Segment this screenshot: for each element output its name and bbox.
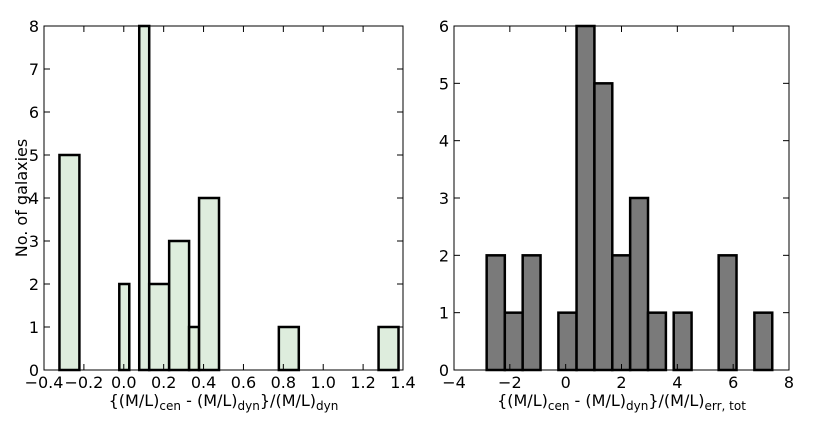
- y-tick-label: 4: [29, 189, 39, 208]
- y-tick-label: 6: [439, 17, 449, 36]
- y-tick-label: 5: [439, 74, 449, 93]
- histogram-bar: [187, 325, 201, 372]
- y-tick-label: 2: [29, 275, 39, 294]
- y-tick-label: 2: [439, 246, 449, 265]
- x-tick-label: 1.4: [390, 373, 415, 392]
- histogram-bar: [672, 311, 693, 372]
- x-tick-label: 0.4: [191, 373, 216, 392]
- histogram-bar: [557, 311, 578, 372]
- y-tick-label: 6: [29, 103, 39, 122]
- x-tick-label: −0.2: [64, 373, 103, 392]
- x-tick-label: 0.2: [151, 373, 176, 392]
- histogram-bar: [485, 254, 507, 372]
- histogram-bar: [593, 82, 614, 372]
- histogram-bar: [646, 311, 668, 372]
- histogram-bar: [197, 196, 221, 372]
- x-axis-label: {(M/L)cen - (M/L)dyn}/(M/L)err, tot: [497, 391, 746, 413]
- x-tick-label: 4: [672, 373, 682, 392]
- x-tick-label: 0.6: [231, 373, 256, 392]
- y-tick-label: 0: [439, 361, 449, 380]
- y-tick-label: 3: [439, 189, 449, 208]
- x-tick-label: 0.8: [271, 373, 296, 392]
- histogram-bar: [753, 311, 774, 372]
- histogram-bar: [137, 24, 151, 372]
- y-tick-label: 7: [29, 60, 39, 79]
- y-tick-label: 5: [29, 146, 39, 165]
- histogram-bar: [717, 254, 738, 372]
- histogram-bar: [521, 254, 542, 372]
- x-tick-label: 6: [728, 373, 738, 392]
- histogram-bar: [611, 254, 632, 372]
- histogram-bar: [118, 282, 131, 372]
- y-tick-label: 4: [439, 132, 449, 151]
- x-tick-label: 1.2: [350, 373, 375, 392]
- plot-frame: [43, 25, 404, 371]
- histogram-bar: [377, 325, 400, 372]
- histogram-bar: [503, 311, 524, 372]
- x-tick-label: 8: [784, 373, 794, 392]
- histogram-bar: [575, 24, 596, 372]
- x-tick-label: 1.0: [310, 373, 335, 392]
- y-tick-label: 1: [29, 318, 39, 337]
- x-tick-label: 2: [616, 373, 626, 392]
- left-panel: −0.4 −0.2 0.0 0.2 0.4 0.6 0.8 1.0 1.2 1.4 0 1 2 3 4 5 6 7…: [12, 17, 416, 413]
- histogram-bar: [58, 153, 81, 372]
- x-tick-label: −2: [498, 373, 522, 392]
- y-axis-label: No. of galaxies: [12, 139, 31, 257]
- y-tick-label: 8: [29, 17, 39, 36]
- x-tick-label: 0.0: [111, 373, 136, 392]
- y-tick-label: 1: [439, 304, 449, 323]
- y-tick-label: 3: [29, 232, 39, 251]
- x-tick-label: −4: [442, 373, 466, 392]
- y-tick-label: 0: [29, 361, 39, 380]
- histogram-bar: [628, 196, 650, 372]
- x-axis-label: {(M/L)cen - (M/L)dyn}/(M/L)dyn: [109, 391, 339, 413]
- histogram-bar: [277, 325, 301, 372]
- histogram-bar: [167, 239, 191, 372]
- histogram-bar: [147, 282, 171, 372]
- x-tick-label: −0.4: [25, 373, 64, 392]
- x-tick-label: 0: [561, 373, 571, 392]
